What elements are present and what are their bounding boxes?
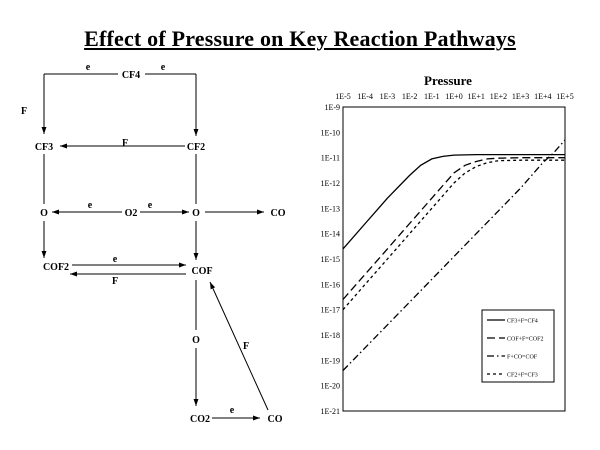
edge-label-co-cof-f: F <box>243 341 249 352</box>
x-tick-labels: 1E-5 1E-4 1E-3 1E-2 1E-1 1E+0 1E+1 1E+2 1E+3 1E+4… <box>335 92 573 101</box>
edge-label-cf4-right-e: e <box>161 62 166 73</box>
y-tick-label: 1E-10 <box>320 128 340 137</box>
edge-label-left-f: F <box>21 106 27 117</box>
series-line <box>342 153 565 250</box>
y-tick-label: 1E-11 <box>321 154 340 163</box>
x-tick-label: 1E+0 <box>445 92 462 101</box>
node-cf4: CF4 <box>122 70 140 81</box>
edge-label-o2-right-e: e <box>148 200 153 211</box>
chart-legend: CF3+F=CF4 COF+F=COF2 F+CO=COF CF2+F=CF3 <box>481 309 555 383</box>
x-tick-label: 1E-1 <box>424 92 440 101</box>
legend-label: F+CO=COF <box>507 355 538 361</box>
node-cof: COF <box>191 266 212 277</box>
y-tick-label: 1E-18 <box>320 331 340 340</box>
x-tick-label: 1E-4 <box>357 92 373 101</box>
series-line <box>342 159 565 311</box>
legend-box <box>481 309 555 383</box>
node-o-left: O <box>40 208 48 219</box>
y-tick-label: 1E-14 <box>320 230 340 239</box>
page-title: Effect of Pressure on Key Reaction Pathw… <box>84 26 516 51</box>
edge-label-cof-cof2-f: F <box>112 276 118 287</box>
legend-label: CF2+F=CF3 <box>507 373 538 379</box>
node-o2: O2 <box>125 208 138 219</box>
legend-label: CF3+F=CF4 <box>507 319 538 325</box>
x-tick-label: 1E+2 <box>490 92 507 101</box>
x-tick-label: 1E+3 <box>512 92 529 101</box>
y-tick-label: 1E-21 <box>320 407 340 416</box>
x-tick-label: 1E+1 <box>467 92 484 101</box>
node-co-bottom: CO <box>268 414 283 425</box>
y-tick-label: 1E-13 <box>320 204 340 213</box>
x-tick-label: 1E+4 <box>534 92 551 101</box>
edge-co-to-cof <box>209 281 269 411</box>
y-tick-label: 1E-19 <box>320 356 340 365</box>
x-tick-label: 1E-2 <box>402 92 418 101</box>
chart-title: Pressure <box>424 73 472 88</box>
y-tick-label: 1E-9 <box>324 103 340 112</box>
x-tick-label: 1E-5 <box>335 92 351 101</box>
node-cof2: COF2 <box>43 262 69 273</box>
edge-label-cf2-cf3-f: F <box>122 138 128 149</box>
node-o-lower: O <box>192 335 200 346</box>
y-tick-label: 1E-20 <box>320 382 340 391</box>
x-tick-label: 1E-3 <box>380 92 396 101</box>
edge-label-cf4-left-e: e <box>86 62 91 73</box>
y-tick-label: 1E-17 <box>320 306 340 315</box>
edge-label-o2-left-e: e <box>88 200 93 211</box>
series-line <box>342 139 566 371</box>
node-co-right: CO <box>271 208 286 219</box>
node-cf3: CF3 <box>35 142 53 153</box>
legend-label: COF+F=COF2 <box>507 337 543 343</box>
y-tick-labels: 1E-9 1E-10 1E-11 1E-12 1E-13 1E-14 1E-15 1E-16 1… <box>320 103 340 416</box>
edge-label-co2-co-e: e <box>230 405 235 416</box>
y-tick-label: 1E-15 <box>320 255 340 264</box>
y-tick-label: 1E-12 <box>320 179 340 188</box>
edge-label-cof2-cof-e: e <box>113 254 118 265</box>
node-o-center: O <box>192 208 200 219</box>
series-line <box>342 157 565 300</box>
y-tick-label: 1E-16 <box>320 280 340 289</box>
node-co2: CO2 <box>190 414 210 425</box>
series-lines <box>342 139 566 371</box>
node-cf2: CF2 <box>187 142 205 153</box>
x-tick-label: 1E+5 <box>556 92 573 101</box>
